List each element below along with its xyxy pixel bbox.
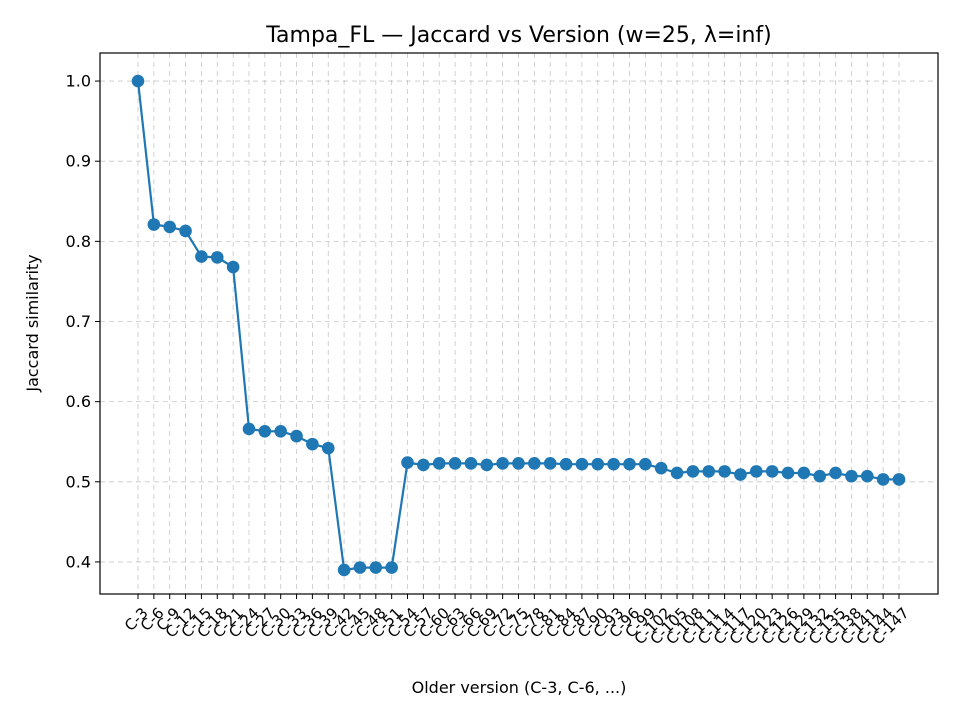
data-point bbox=[591, 457, 605, 471]
data-point bbox=[797, 466, 811, 480]
data-point bbox=[195, 250, 208, 263]
y-axis: 0.4 0.5 0.6 0.7 0.8 0.9 1.0 bbox=[66, 72, 100, 571]
y-tick-label: 0.9 bbox=[66, 152, 91, 171]
data-point bbox=[417, 458, 430, 472]
data-point bbox=[210, 251, 224, 264]
data-point bbox=[702, 465, 716, 478]
data-point bbox=[337, 563, 351, 577]
y-axis-label: Jaccard similarity bbox=[23, 254, 42, 392]
data-point bbox=[369, 561, 383, 574]
data-point bbox=[829, 466, 842, 480]
data-point bbox=[639, 457, 652, 471]
plot-frame bbox=[99, 52, 939, 595]
data-point bbox=[448, 457, 462, 470]
plot-area bbox=[131, 74, 906, 577]
data-point bbox=[670, 466, 684, 480]
data-point bbox=[559, 457, 573, 471]
data-point bbox=[480, 458, 494, 472]
data-point bbox=[242, 422, 256, 436]
data-point bbox=[464, 457, 478, 470]
chart-title: Tampa_FL — Jaccard vs Version (w=25, λ=i… bbox=[265, 23, 772, 48]
data-point bbox=[258, 424, 272, 438]
data-point bbox=[892, 473, 906, 486]
y-tick-label: 0.6 bbox=[66, 392, 91, 411]
y-tick-label: 1.0 bbox=[66, 72, 91, 91]
data-point bbox=[306, 437, 319, 451]
y-tick-label: 0.5 bbox=[66, 472, 91, 491]
y-tick-label: 0.8 bbox=[66, 232, 91, 251]
data-point bbox=[226, 260, 240, 274]
data-point bbox=[765, 465, 779, 478]
data-point bbox=[401, 456, 414, 469]
data-point bbox=[131, 74, 145, 88]
data-point bbox=[654, 461, 668, 475]
grid bbox=[100, 53, 938, 594]
data-point bbox=[750, 465, 763, 478]
data-point bbox=[876, 473, 890, 486]
data-point bbox=[496, 457, 509, 470]
data-point bbox=[290, 429, 303, 443]
x-axis: C-3C-6C-9C-12C-15C-18C-21C-24C-27C-30C-3… bbox=[121, 594, 913, 648]
data-point bbox=[845, 469, 858, 483]
data-point bbox=[163, 220, 177, 234]
data-point bbox=[512, 457, 525, 470]
y-tick-label: 0.4 bbox=[66, 552, 91, 571]
data-point bbox=[147, 218, 161, 231]
data-point bbox=[607, 457, 620, 471]
data-point bbox=[575, 457, 589, 471]
data-point bbox=[686, 465, 700, 478]
data-point bbox=[623, 457, 636, 471]
data-point bbox=[432, 457, 446, 470]
data-point bbox=[781, 466, 795, 480]
y-tick-label: 0.7 bbox=[66, 312, 91, 331]
data-point bbox=[734, 468, 747, 481]
data-point bbox=[813, 469, 827, 483]
data-point bbox=[274, 424, 287, 438]
data-point bbox=[385, 561, 398, 574]
data-point bbox=[528, 457, 541, 470]
data-point bbox=[353, 561, 367, 574]
x-axis-label: Older version (C-3, C-6, ...) bbox=[412, 678, 627, 697]
data-point bbox=[543, 457, 557, 470]
data-point bbox=[321, 441, 335, 455]
data-point bbox=[860, 469, 874, 483]
data-point bbox=[179, 224, 192, 238]
data-point bbox=[718, 465, 731, 478]
